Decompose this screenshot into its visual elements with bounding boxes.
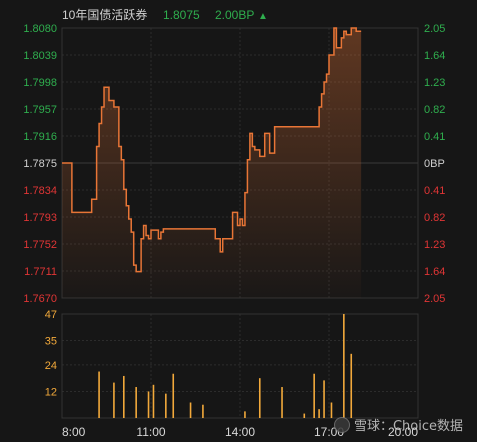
volume-bar <box>313 373 315 418</box>
volume-bar <box>98 371 100 418</box>
price-tick-label: 1.8080 <box>23 23 57 35</box>
price-area-fill <box>62 28 362 298</box>
time-tick-label: 20:00 <box>388 425 418 439</box>
price-tick-label: 1.7957 <box>23 104 57 116</box>
volume-bar <box>189 402 192 418</box>
volume-bar <box>330 402 333 418</box>
volume-panel-frame <box>61 313 419 419</box>
chart-header: 10年国债活跃券 1.8075 2.00BP ▲ <box>62 7 268 22</box>
volume-bar <box>123 375 125 418</box>
time-tick-label: 8:00 <box>62 425 86 439</box>
volume-tick-label: 47 <box>45 309 57 321</box>
volume-bar <box>172 373 175 418</box>
bp-axis: 2.05 1.64 1.23 0.82 0.41 0BP 0.41 0.82 1.23 1.64 2… <box>424 23 445 305</box>
volume-bar <box>147 391 150 418</box>
last-price: 1.8075 <box>163 8 200 22</box>
price-tick-label: 1.7875 <box>23 158 57 170</box>
price-tick-label: 1.7916 <box>23 131 57 143</box>
price-tick-label: 1.7998 <box>23 77 57 89</box>
price-tick-label: 1.7793 <box>23 212 57 224</box>
volume-bar <box>303 413 306 418</box>
volume-bar <box>113 382 115 418</box>
time-tick-label: 14:00 <box>225 425 255 439</box>
volume-tick-label: 24 <box>45 360 57 372</box>
volume-bar <box>281 387 283 418</box>
volume-bar <box>152 384 155 418</box>
volume-bar <box>318 409 320 418</box>
bp-tick-label: 0.41 <box>424 185 445 197</box>
time-axis: 8:00 11:00 14:00 17:00 20:00 <box>62 425 418 439</box>
price-tick-label: 1.7834 <box>23 185 57 197</box>
bp-tick-label: 1.64 <box>424 266 445 278</box>
time-tick-label: 11:00 <box>136 425 165 439</box>
bp-tick-label: 0BP <box>424 158 445 170</box>
bp-tick-label: 0.82 <box>424 212 445 224</box>
volume-tick-label: 12 <box>45 386 57 398</box>
watermark-text: 雪球：Choice数据 <box>353 419 463 434</box>
price-tick-label: 1.7711 <box>24 266 57 278</box>
volume-bar <box>135 387 137 418</box>
price-tick-label: 1.8039 <box>23 50 57 62</box>
price-axis: 1.8080 1.8039 1.7998 1.7957 1.7916 1.7875 1.78… <box>23 23 57 305</box>
volume-bars <box>98 314 353 418</box>
volume-bar <box>350 353 353 418</box>
bp-tick-label: 1.64 <box>424 50 445 62</box>
volume-bar <box>323 380 325 418</box>
instrument-name: 10年国债活跃券 <box>62 7 147 22</box>
price-area <box>62 28 362 298</box>
price-tick-label: 1.7752 <box>23 239 57 251</box>
volume-bar <box>244 411 246 418</box>
volume-bar <box>165 393 167 418</box>
bp-tick-label: 1.23 <box>424 77 445 89</box>
price-tick-label: 1.7670 <box>23 293 57 305</box>
down-arrow-icon: ▲ <box>258 11 268 22</box>
volume-axis: 47 35 24 12 <box>45 309 57 398</box>
volume-tick-label: 35 <box>45 336 57 348</box>
bp-tick-label: 0.41 <box>424 131 445 143</box>
volume-bar <box>202 404 204 418</box>
change-bp: 2.00BP <box>215 8 254 22</box>
price-line <box>62 27 362 273</box>
price-series-line <box>62 27 362 273</box>
bp-tick-label: 2.05 <box>424 23 445 35</box>
snowball-logo-icon <box>333 416 350 433</box>
bp-tick-label: 1.23 <box>424 239 445 251</box>
watermark: 雪球：Choice数据 <box>333 415 463 434</box>
bp-tick-label: 0.82 <box>424 104 445 116</box>
volume-bar <box>258 378 261 418</box>
bp-tick-label: 2.05 <box>424 293 445 305</box>
volume-bar <box>343 314 345 418</box>
